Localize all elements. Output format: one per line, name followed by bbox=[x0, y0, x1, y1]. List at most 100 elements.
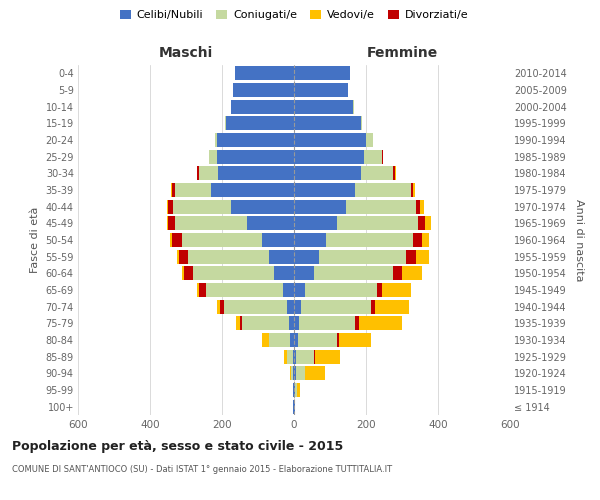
Bar bbox=[359, 316, 402, 330]
Bar bbox=[294, 83, 348, 97]
Bar bbox=[182, 266, 184, 280]
Bar bbox=[175, 183, 211, 197]
Bar bbox=[217, 150, 294, 164]
Bar bbox=[294, 283, 305, 297]
Bar bbox=[294, 166, 361, 180]
Bar bbox=[269, 333, 290, 347]
Bar bbox=[206, 283, 283, 297]
Bar bbox=[193, 266, 274, 280]
Bar bbox=[393, 166, 395, 180]
Bar bbox=[292, 366, 293, 380]
Bar bbox=[240, 316, 242, 330]
Bar bbox=[235, 66, 294, 80]
Bar bbox=[326, 233, 413, 247]
Bar bbox=[355, 183, 411, 197]
Bar bbox=[299, 316, 355, 330]
Bar bbox=[305, 366, 325, 380]
Bar bbox=[170, 233, 172, 247]
Bar bbox=[366, 133, 373, 147]
Bar bbox=[225, 116, 226, 130]
Bar bbox=[294, 333, 298, 347]
Bar bbox=[184, 266, 193, 280]
Bar bbox=[197, 166, 199, 180]
Bar bbox=[215, 133, 217, 147]
Text: Popolazione per età, sesso e stato civile - 2015: Popolazione per età, sesso e stato civil… bbox=[12, 440, 343, 453]
Bar bbox=[293, 366, 294, 380]
Bar bbox=[294, 366, 296, 380]
Bar bbox=[413, 183, 415, 197]
Bar bbox=[284, 350, 287, 364]
Bar bbox=[168, 216, 175, 230]
Bar bbox=[294, 233, 326, 247]
Bar bbox=[217, 300, 220, 314]
Legend: Celibi/Nubili, Coniugati/e, Vedovi/e, Divorziati/e: Celibi/Nubili, Coniugati/e, Vedovi/e, Di… bbox=[115, 6, 473, 25]
Bar bbox=[295, 383, 296, 397]
Bar bbox=[371, 300, 375, 314]
Bar bbox=[294, 300, 301, 314]
Bar bbox=[294, 400, 295, 414]
Bar bbox=[172, 183, 175, 197]
Y-axis label: Anni di nascita: Anni di nascita bbox=[574, 198, 584, 281]
Bar bbox=[287, 300, 294, 314]
Bar bbox=[337, 333, 339, 347]
Bar bbox=[296, 383, 300, 397]
Bar bbox=[422, 233, 429, 247]
Bar bbox=[182, 233, 262, 247]
Bar bbox=[294, 66, 350, 80]
Bar bbox=[393, 266, 402, 280]
Bar bbox=[233, 83, 294, 97]
Bar bbox=[305, 283, 377, 297]
Bar bbox=[262, 333, 269, 347]
Bar bbox=[406, 250, 416, 264]
Bar bbox=[179, 250, 188, 264]
Bar bbox=[361, 166, 393, 180]
Bar bbox=[402, 266, 422, 280]
Bar bbox=[294, 100, 353, 114]
Bar bbox=[339, 333, 371, 347]
Bar bbox=[289, 316, 294, 330]
Bar bbox=[293, 400, 294, 414]
Bar bbox=[231, 100, 294, 114]
Bar bbox=[218, 166, 294, 180]
Bar bbox=[375, 300, 409, 314]
Bar bbox=[294, 216, 337, 230]
Bar bbox=[175, 216, 247, 230]
Bar bbox=[177, 250, 179, 264]
Bar bbox=[211, 183, 294, 197]
Bar bbox=[199, 283, 206, 297]
Bar bbox=[294, 200, 346, 214]
Bar bbox=[294, 266, 314, 280]
Bar bbox=[167, 200, 168, 214]
Bar bbox=[294, 133, 366, 147]
Bar bbox=[296, 350, 314, 364]
Bar bbox=[217, 133, 294, 147]
Bar bbox=[209, 150, 217, 164]
Bar bbox=[353, 100, 354, 114]
Bar bbox=[290, 333, 294, 347]
Bar bbox=[294, 350, 296, 364]
Text: Femmine: Femmine bbox=[367, 46, 437, 60]
Bar bbox=[171, 183, 172, 197]
Bar bbox=[247, 216, 294, 230]
Bar bbox=[167, 216, 168, 230]
Bar bbox=[416, 200, 420, 214]
Bar bbox=[293, 383, 294, 397]
Bar bbox=[294, 316, 299, 330]
Bar bbox=[420, 200, 424, 214]
Bar bbox=[283, 283, 294, 297]
Bar bbox=[168, 200, 173, 214]
Bar bbox=[301, 300, 371, 314]
Bar bbox=[197, 283, 199, 297]
Bar bbox=[294, 383, 295, 397]
Bar bbox=[242, 316, 289, 330]
Bar bbox=[199, 166, 218, 180]
Bar bbox=[287, 350, 293, 364]
Bar bbox=[382, 150, 383, 164]
Bar bbox=[364, 150, 382, 164]
Text: COMUNE DI SANT'ANTIOCO (SU) - Dati ISTAT 1° gennaio 2015 - Elaborazione TUTTITAL: COMUNE DI SANT'ANTIOCO (SU) - Dati ISTAT… bbox=[12, 466, 392, 474]
Y-axis label: Fasce di età: Fasce di età bbox=[30, 207, 40, 273]
Bar bbox=[382, 283, 411, 297]
Bar bbox=[298, 333, 337, 347]
Bar bbox=[377, 283, 382, 297]
Bar bbox=[294, 116, 361, 130]
